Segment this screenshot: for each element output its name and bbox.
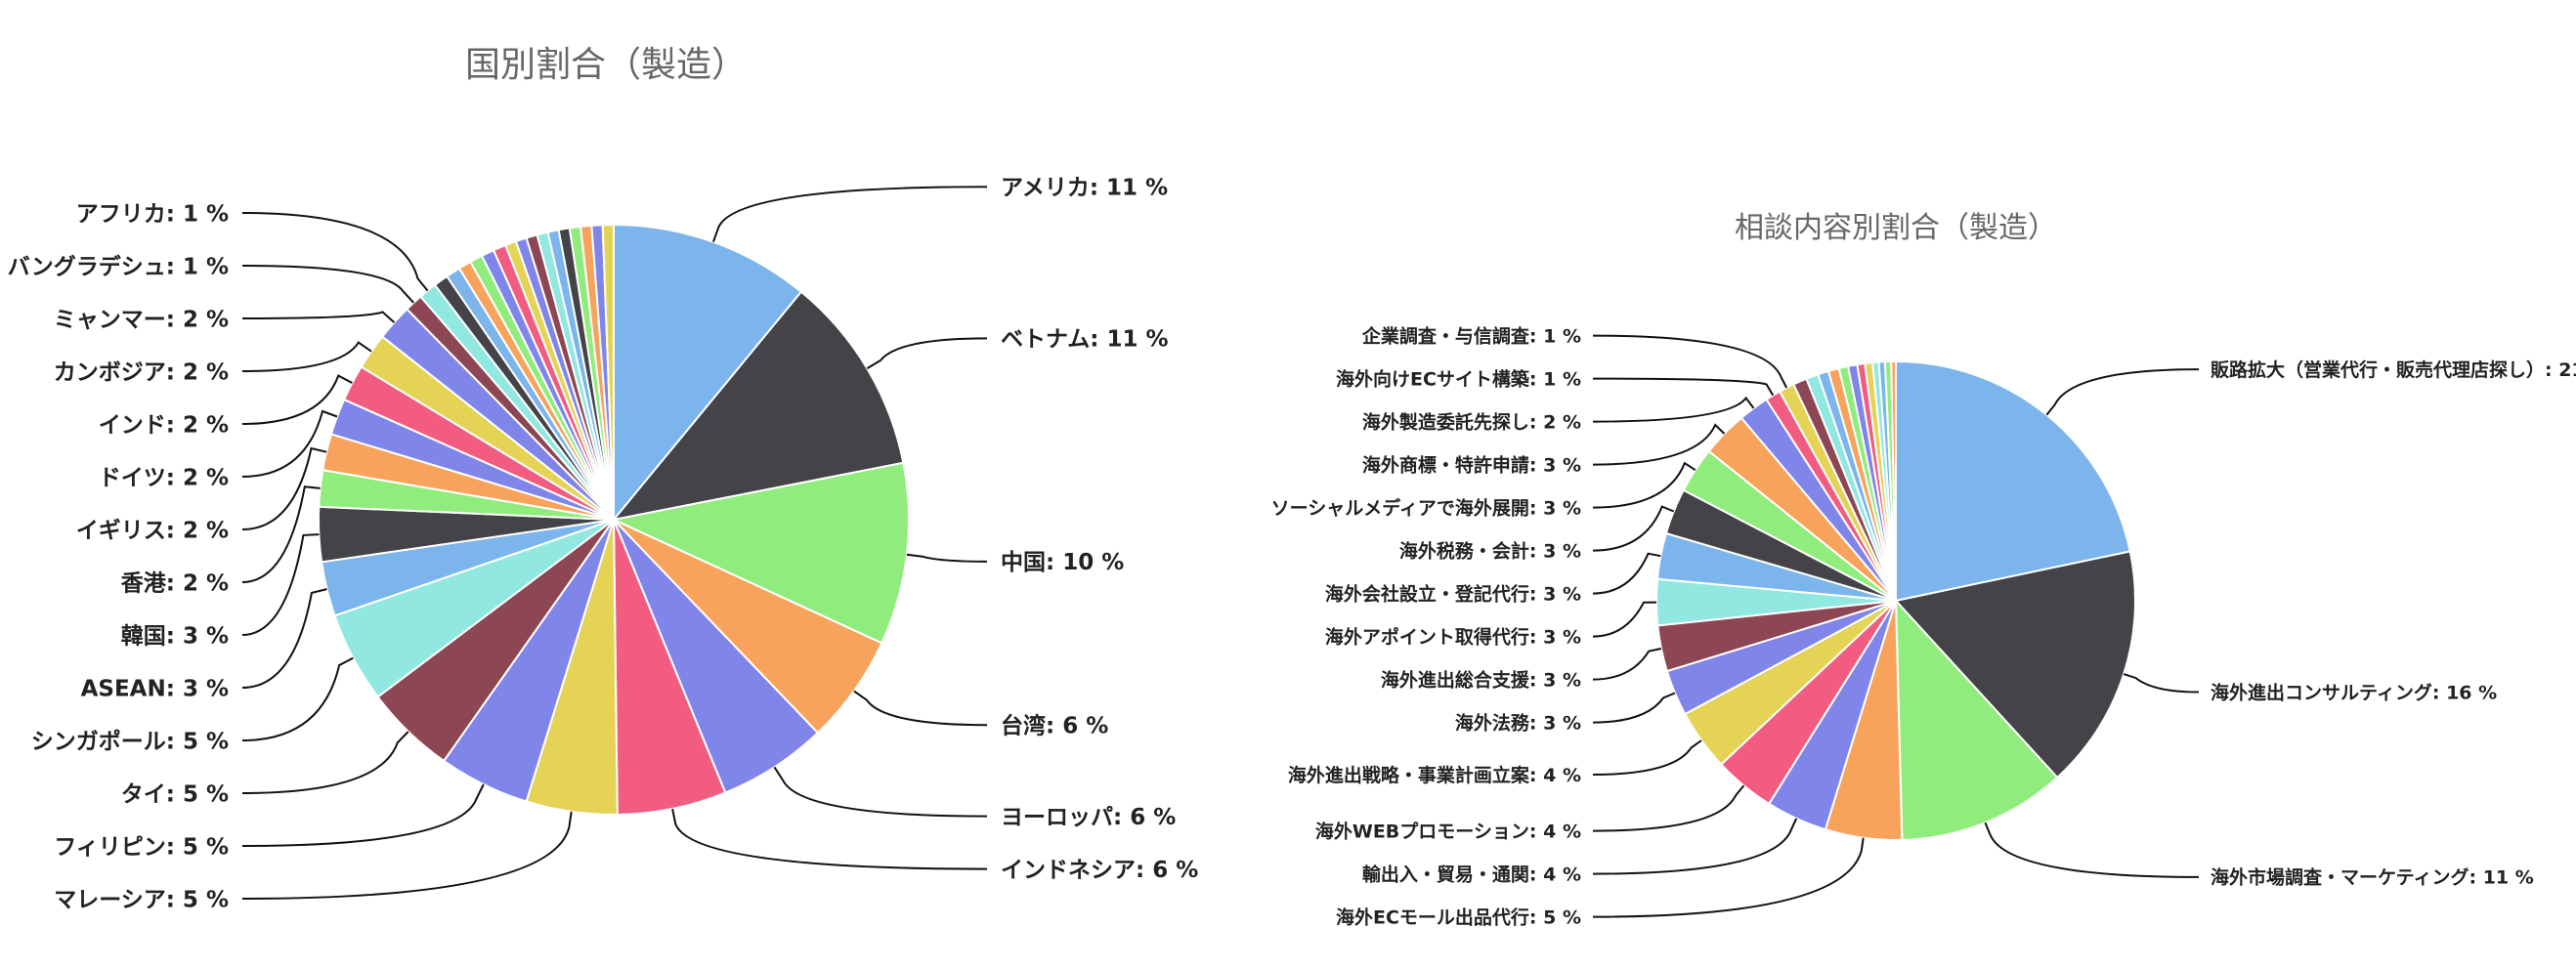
leader-line — [241, 533, 320, 636]
slice-label: フィリピン: 5 % — [54, 834, 229, 860]
pie-slice — [1894, 598, 2059, 841]
slice-label: 海外市場調査・マーケティング: 11 % — [2211, 866, 2534, 889]
slice-label: 販路拡大（営業代行・販売代理店探し）: 21 % — [2211, 358, 2576, 381]
slice-label: シンガポール: 5 % — [31, 728, 229, 754]
leader-line — [1592, 461, 1696, 509]
leader-line — [1592, 334, 1788, 389]
slice-label: カンボジア: 2 % — [54, 359, 229, 385]
consultation-pie-chart: 相談内容別割合（製造） 販路拡大（営業代行・販売代理店探し）: 21 % 海外進出… — [1271, 211, 2576, 928]
slice-label: ドイツ: 2 % — [99, 465, 229, 490]
leader-line — [241, 783, 485, 847]
slice-label: インド: 2 % — [99, 412, 229, 438]
leader-line — [866, 337, 988, 370]
slice-label: ASEAN: 3 % — [81, 676, 229, 701]
leader-line — [1592, 648, 1662, 681]
slice-label: 海外向けECサイト構築: 1 % — [1336, 367, 1581, 390]
slice-label: ベトナム: 11 % — [1001, 327, 1169, 353]
chart-title: 相談内容別割合（製造） — [1735, 211, 2057, 245]
pie-slice — [1890, 359, 1897, 602]
leader-line — [241, 409, 338, 478]
slice-label: 海外ECモール出品代行: 5 % — [1336, 906, 1581, 928]
leader-line — [2123, 673, 2200, 694]
slice-label: 海外進出総合支援: 3 % — [1381, 668, 1581, 691]
slice-label: 中国: 10 % — [1001, 550, 1124, 575]
leader-line — [1984, 822, 2200, 878]
slice-label: タイ: 5 % — [121, 781, 229, 807]
pie-slice — [610, 461, 910, 645]
leader-line — [1592, 396, 1755, 423]
slice-label: バングラデシュ: 1 % — [8, 253, 229, 279]
slice-label: 企業調査・与信調査: 1 % — [1361, 324, 1581, 347]
leader-line — [1592, 377, 1775, 397]
leader-line — [241, 485, 321, 583]
leader-line — [1592, 601, 1657, 638]
leader-line — [1592, 552, 1661, 595]
leader-line — [1592, 505, 1675, 552]
leader-line — [906, 553, 988, 563]
leader-line — [773, 766, 988, 818]
leader-line — [241, 311, 396, 323]
slice-label: ヨーロッパ: 6 % — [1001, 805, 1176, 830]
slice-label: インドネシア: 6 % — [1001, 858, 1198, 883]
leader-line — [241, 588, 327, 689]
chart-title: 国別割合（製造） — [465, 45, 747, 85]
pie-slice — [611, 290, 905, 522]
leader-line — [853, 690, 988, 727]
leader-line — [241, 446, 327, 530]
slice-label: 海外進出コンサルティング: 16 % — [2211, 681, 2497, 703]
slice-label: 海外WEBプロモーション: 4 % — [1315, 820, 1581, 842]
leader-line — [1592, 784, 1745, 832]
slice-label: 香港: 2 % — [121, 570, 229, 596]
leader-line — [241, 811, 573, 900]
leader-line — [241, 731, 409, 794]
slice-label: マレーシア: 5 % — [54, 887, 229, 912]
leader-line — [671, 808, 988, 870]
slice-label: アメリカ: 11 % — [1001, 176, 1168, 201]
slice-label: 海外進出戦略・事業計画立案: 4 % — [1288, 764, 1581, 786]
slice-label: 海外アポイント取得代行: 3 % — [1325, 625, 1581, 648]
slice-label: イギリス: 2 % — [76, 518, 229, 543]
slice-label: ミャンマー: 2 % — [54, 307, 229, 332]
leader-line — [1592, 423, 1726, 466]
slice-label: 海外商標・特許申請: 3 % — [1362, 453, 1581, 476]
slice-label: 海外法務: 3 % — [1455, 711, 1581, 734]
leader-line — [241, 656, 354, 741]
slice-label: 海外会社設立・登記代行: 3 % — [1325, 582, 1581, 605]
leader-line — [1592, 739, 1702, 776]
leader-line — [241, 212, 429, 292]
pie-slice — [601, 223, 615, 521]
leader-line — [241, 265, 415, 304]
slice-label: 海外税務・会計: 3 % — [1399, 539, 1581, 562]
leader-line — [241, 374, 353, 425]
slice-label: 台湾: 6 % — [1001, 712, 1108, 738]
slice-label: 韓国: 3 % — [121, 622, 229, 649]
leader-line — [2045, 368, 2200, 416]
slice-label: 輸出入・貿易・通関: 4 % — [1362, 863, 1581, 885]
slice-label: ソーシャルメディアで海外展開: 3 % — [1271, 496, 1581, 519]
leader-line — [1592, 818, 1798, 875]
pie-slice — [613, 223, 803, 523]
leader-line — [241, 341, 372, 372]
leader-line — [1592, 692, 1676, 724]
leader-line — [1592, 837, 1865, 918]
country-pie-chart: 国別割合（製造） アメリカ: 11 % ベトナム: 11 % 中国: 10 % 台湾:… — [8, 45, 1199, 912]
slice-label: アフリカ: 1 % — [76, 201, 229, 227]
leader-line — [711, 186, 988, 243]
slice-label: 海外製造委託先探し: 2 % — [1362, 410, 1581, 433]
